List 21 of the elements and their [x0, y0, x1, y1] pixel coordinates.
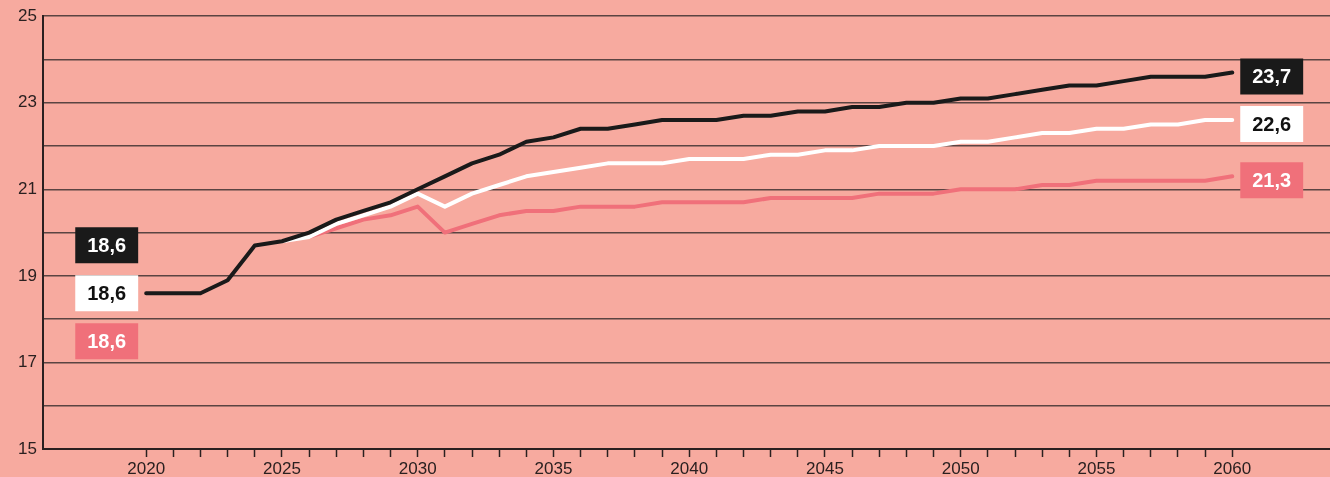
x-tick-label: 2045	[806, 458, 844, 477]
annotation: 18,6	[87, 281, 127, 304]
annotation: 18,6	[87, 329, 127, 352]
annotation: 18,6	[87, 233, 127, 256]
y-tick-label: 21	[18, 179, 37, 199]
y-tick-label: 17	[18, 352, 37, 372]
data-label: 22,6	[1252, 112, 1292, 135]
y-tick-label: 25	[18, 5, 37, 25]
x-tick-label: 2020	[127, 458, 166, 477]
x-tick-label: 2030	[398, 458, 437, 477]
data-label: 21,3	[1252, 168, 1292, 191]
x-tick-label: 2040	[670, 458, 709, 477]
x-tick-label: 2025	[263, 458, 301, 477]
y-tick-label: 23	[18, 92, 37, 112]
data-label: 23,7	[1252, 64, 1292, 87]
x-tick-label: 2060	[1213, 458, 1252, 477]
x-tick-label: 2035	[534, 458, 573, 477]
y-tick-label: 15	[18, 438, 37, 458]
x-tick-label: 2050	[941, 458, 980, 477]
x-tick-label: 2055	[1077, 458, 1116, 477]
y-tick-label: 19	[18, 265, 37, 285]
